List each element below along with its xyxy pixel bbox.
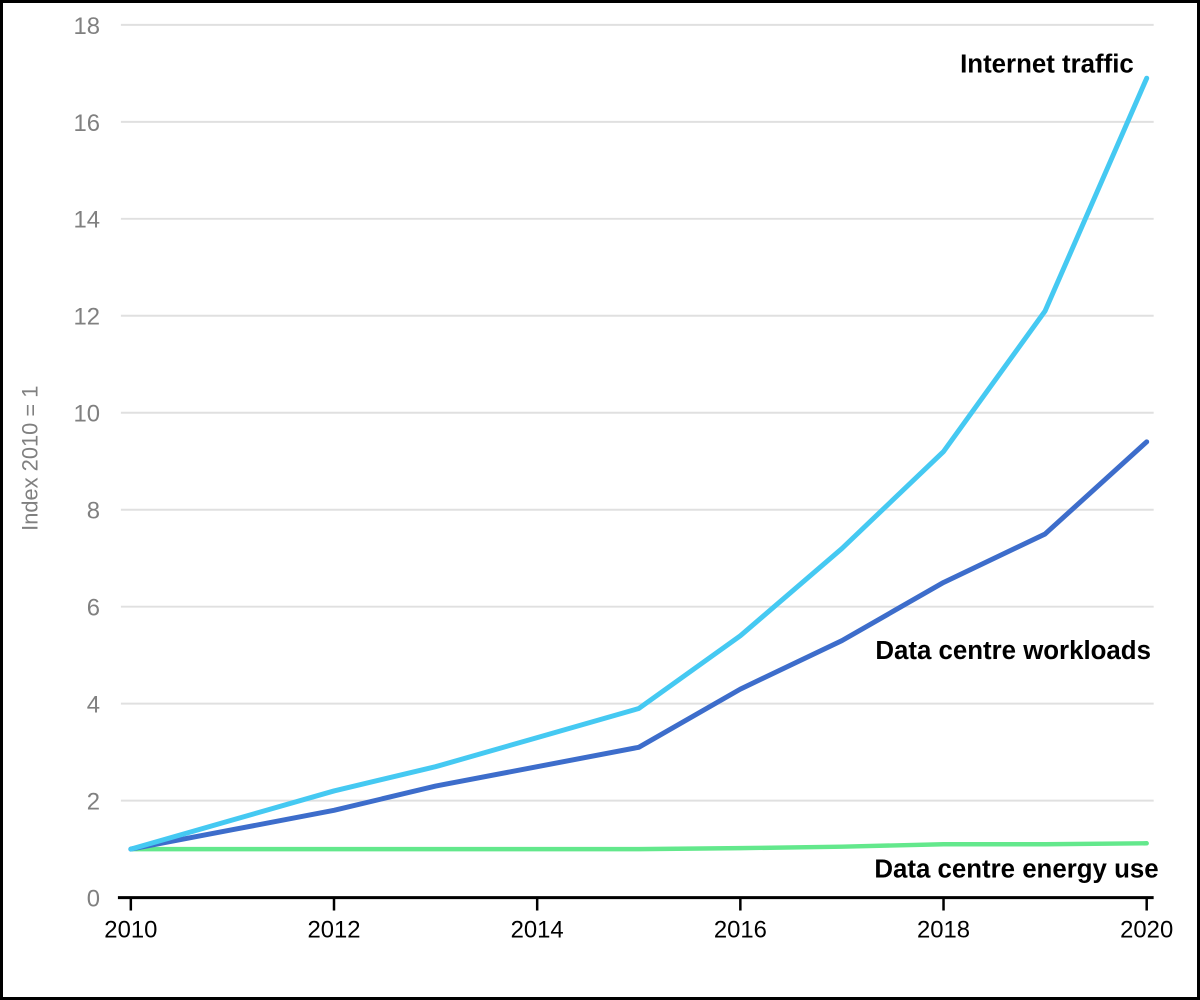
gridlines-group [120, 23, 1154, 802]
y-tick-label: 16 [73, 110, 100, 137]
annotations-group: Data centre energy use Data centre worklo… [874, 51, 1158, 884]
y-tick-label: 4 [87, 692, 100, 719]
x-tick-label: 2014 [511, 916, 564, 943]
x-tick-label: 2016 [714, 916, 767, 943]
series-label-internet-traffic: Internet traffic [960, 51, 1134, 79]
tick-labels-group: 0 2 4 6 8 10 12 14 16 18 2010 2012 2014 2016 2018 2020 I… [17, 13, 1173, 944]
y-tick-label: 14 [73, 207, 100, 234]
y-tick-label: 12 [73, 304, 100, 331]
series-line-internet-traffic [128, 75, 1150, 852]
y-tick-label: 2 [87, 789, 100, 816]
axis-group [117, 896, 1154, 911]
x-tick-label: 2018 [917, 916, 970, 943]
series-label-data-centre-workloads: Data centre workloads [875, 637, 1151, 665]
series-label-data-centre-energy-use: Data centre energy use [874, 856, 1158, 884]
chart-svg: 0 2 4 6 8 10 12 14 16 18 2010 2012 2014 2016 2018 2020 I… [17, 13, 1173, 944]
y-tick-label: 18 [73, 13, 100, 40]
series-group [128, 75, 1150, 852]
x-tick-label: 2010 [104, 916, 157, 943]
y-tick-label: 6 [87, 595, 100, 622]
y-tick-label: 10 [73, 401, 100, 428]
y-tick-label: 8 [87, 498, 100, 525]
y-axis-title: Index 2010 = 1 [17, 386, 42, 531]
series-line-data-centre-energy-use [128, 841, 1149, 852]
y-tick-label: 0 [87, 886, 100, 913]
series-line-data-centre-workloads [128, 439, 1150, 852]
x-tick-label: 2020 [1120, 916, 1173, 943]
x-tick-label: 2012 [307, 916, 360, 943]
